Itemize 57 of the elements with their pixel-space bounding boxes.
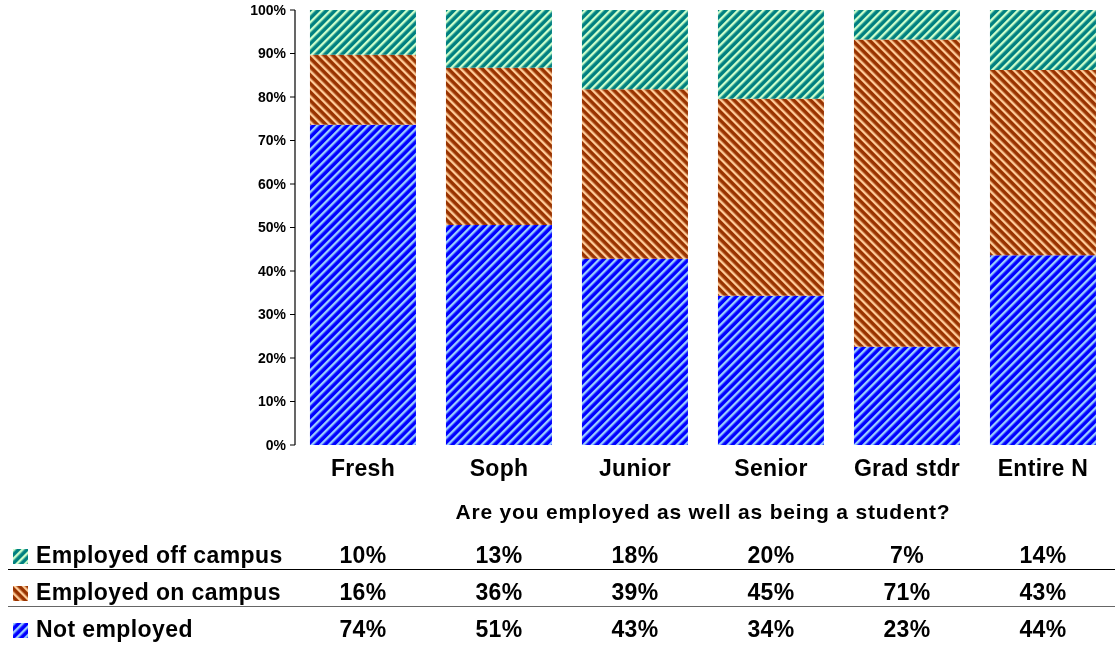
bar xyxy=(989,255,1096,445)
bar xyxy=(853,10,960,40)
bar xyxy=(581,10,688,90)
data-label: 34% xyxy=(746,616,796,642)
y-tick-label: 60% xyxy=(257,175,287,192)
bar xyxy=(717,295,824,445)
data-label: 7% xyxy=(888,542,925,568)
y-tick-label: 70% xyxy=(257,132,287,149)
x-tick-label: Entire N xyxy=(997,455,1089,482)
bar xyxy=(445,10,552,68)
data-label: 18% xyxy=(610,542,660,568)
data-label: 20% xyxy=(746,542,796,568)
data-label: 16% xyxy=(338,579,388,605)
x-axis-title: Are you employed as well as being a student? xyxy=(455,500,951,523)
x-tick-label: Senior xyxy=(734,455,808,482)
bar xyxy=(445,67,552,225)
bar xyxy=(581,89,688,259)
y-tick-label: 0% xyxy=(265,436,287,453)
bar xyxy=(717,10,824,99)
bar xyxy=(309,10,416,55)
data-label: 51% xyxy=(474,616,524,642)
data-label: 23% xyxy=(882,616,932,642)
bar xyxy=(989,10,1096,71)
y-tick-label: 30% xyxy=(257,306,287,323)
data-label: 13% xyxy=(474,542,524,568)
data-label: 36% xyxy=(474,579,524,605)
data-label: 74% xyxy=(338,616,388,642)
bar xyxy=(717,98,824,296)
bar xyxy=(989,70,1096,256)
y-tick-label: 20% xyxy=(257,349,287,366)
data-label: 43% xyxy=(1018,579,1068,605)
x-tick-label: Grad stdr xyxy=(853,455,961,482)
data-label: 43% xyxy=(610,616,660,642)
data-label: 71% xyxy=(882,579,932,605)
data-label: 44% xyxy=(1018,616,1068,642)
bar xyxy=(853,346,960,445)
x-tick-label: Junior xyxy=(598,455,672,482)
data-label: 14% xyxy=(1018,542,1068,568)
y-tick-label: 10% xyxy=(257,393,287,410)
legend-label: Employed on campus xyxy=(36,579,281,605)
x-tick-label: Fresh xyxy=(330,455,396,482)
data-label: 10% xyxy=(338,542,388,568)
bar xyxy=(581,258,688,445)
y-tick-label: 90% xyxy=(257,45,287,62)
data-label: 45% xyxy=(746,579,796,605)
y-tick-label: 40% xyxy=(257,262,287,279)
y-tick-label: 80% xyxy=(257,88,287,105)
bar xyxy=(309,124,416,445)
bar xyxy=(309,54,416,125)
x-tick-label: Soph xyxy=(469,455,529,482)
legend-label: Employed off campus xyxy=(36,542,283,568)
bar xyxy=(853,39,960,347)
bar xyxy=(445,224,552,445)
y-tick-label: 50% xyxy=(257,219,287,236)
data-label: 39% xyxy=(610,579,660,605)
legend-label: Not employed xyxy=(36,616,193,642)
y-tick-label: 100% xyxy=(250,1,287,18)
